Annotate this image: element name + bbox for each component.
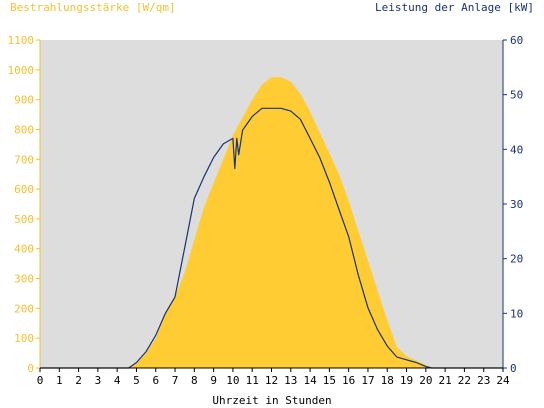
x-tick-label: 22 — [458, 374, 471, 387]
x-tick-label: 23 — [477, 374, 490, 387]
x-tick-label: 16 — [342, 374, 355, 387]
x-tick-label: 2 — [75, 374, 82, 387]
x-tick-label: 14 — [303, 374, 317, 387]
x-tick-label: 13 — [284, 374, 297, 387]
left-tick-label: 800 — [14, 123, 34, 136]
right-axis-title: Leistung der Anlage [kW] — [375, 1, 534, 14]
x-tick-label: 15 — [323, 374, 336, 387]
x-tick-label: 6 — [152, 374, 159, 387]
right-tick-label: 60 — [510, 34, 523, 47]
x-tick-label: 3 — [95, 374, 102, 387]
right-tick-label: 0 — [510, 362, 517, 375]
x-tick-label: 19 — [400, 374, 413, 387]
x-tick-label: 11 — [246, 374, 259, 387]
left-tick-label: 400 — [14, 243, 34, 256]
left-tick-label: 500 — [14, 213, 34, 226]
x-tick-label: 10 — [226, 374, 239, 387]
x-tick-label: 24 — [496, 374, 510, 387]
left-tick-label: 100 — [14, 332, 34, 345]
left-axis-title: Bestrahlungsstärke [W/qm] — [10, 1, 176, 14]
left-tick-label: 200 — [14, 302, 34, 315]
irradiance-area — [40, 77, 503, 369]
left-tick-label: 0 — [27, 362, 34, 375]
x-tick-label: 7 — [172, 374, 179, 387]
left-tick-label: 900 — [14, 94, 34, 107]
x-axis-title: Uhrzeit in Stunden — [212, 394, 332, 407]
left-tick-label: 700 — [14, 153, 34, 166]
x-tick-label: 4 — [114, 374, 121, 387]
right-tick-label: 30 — [510, 198, 523, 211]
left-tick-label: 300 — [14, 273, 34, 286]
right-tick-label: 20 — [510, 253, 523, 266]
x-tick-label: 0 — [37, 374, 44, 387]
x-tick-label: 20 — [419, 374, 432, 387]
left-tick-label: 1100 — [8, 34, 35, 47]
x-tick-label: 1 — [56, 374, 63, 387]
x-tick-label: 8 — [191, 374, 198, 387]
x-tick-label: 12 — [265, 374, 278, 387]
x-tick-label: 21 — [439, 374, 452, 387]
right-tick-label: 40 — [510, 143, 523, 156]
x-tick-label: 18 — [381, 374, 394, 387]
left-tick-label: 600 — [14, 183, 34, 196]
power-line — [40, 107, 503, 369]
x-tick-label: 9 — [210, 374, 217, 387]
right-tick-label: 50 — [510, 89, 523, 102]
x-tick-label: 17 — [361, 374, 374, 387]
x-tick-label: 5 — [133, 374, 140, 387]
left-tick-label: 1000 — [8, 64, 35, 77]
right-tick-label: 10 — [510, 307, 523, 320]
